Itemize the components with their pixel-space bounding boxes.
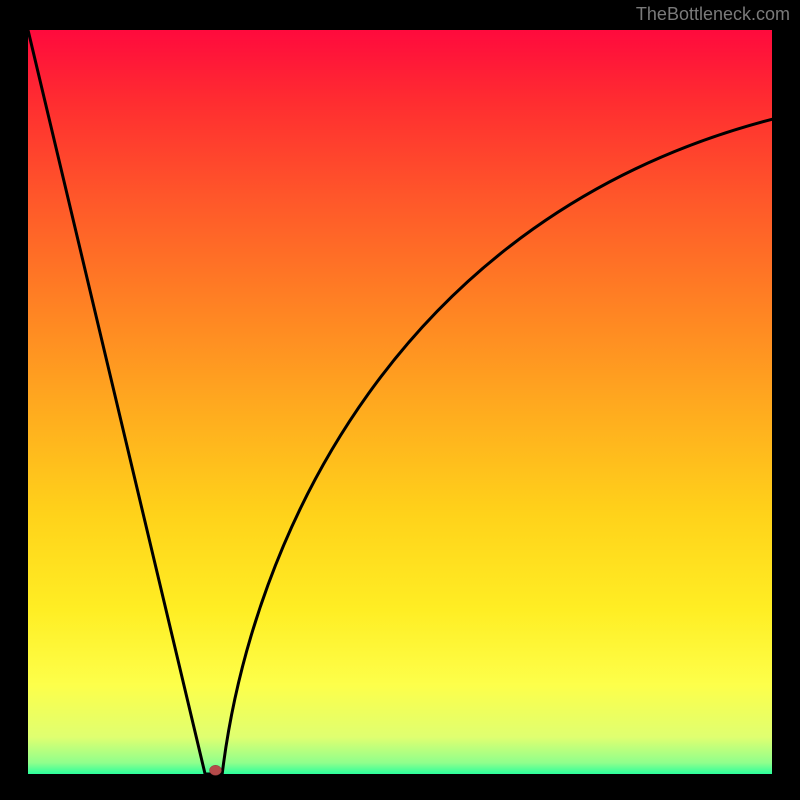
bottleneck-chart bbox=[0, 0, 800, 800]
optimal-point-marker bbox=[209, 765, 221, 775]
gradient-background bbox=[28, 30, 772, 774]
watermark-label: TheBottleneck.com bbox=[636, 4, 790, 25]
chart-container: TheBottleneck.com bbox=[0, 0, 800, 800]
